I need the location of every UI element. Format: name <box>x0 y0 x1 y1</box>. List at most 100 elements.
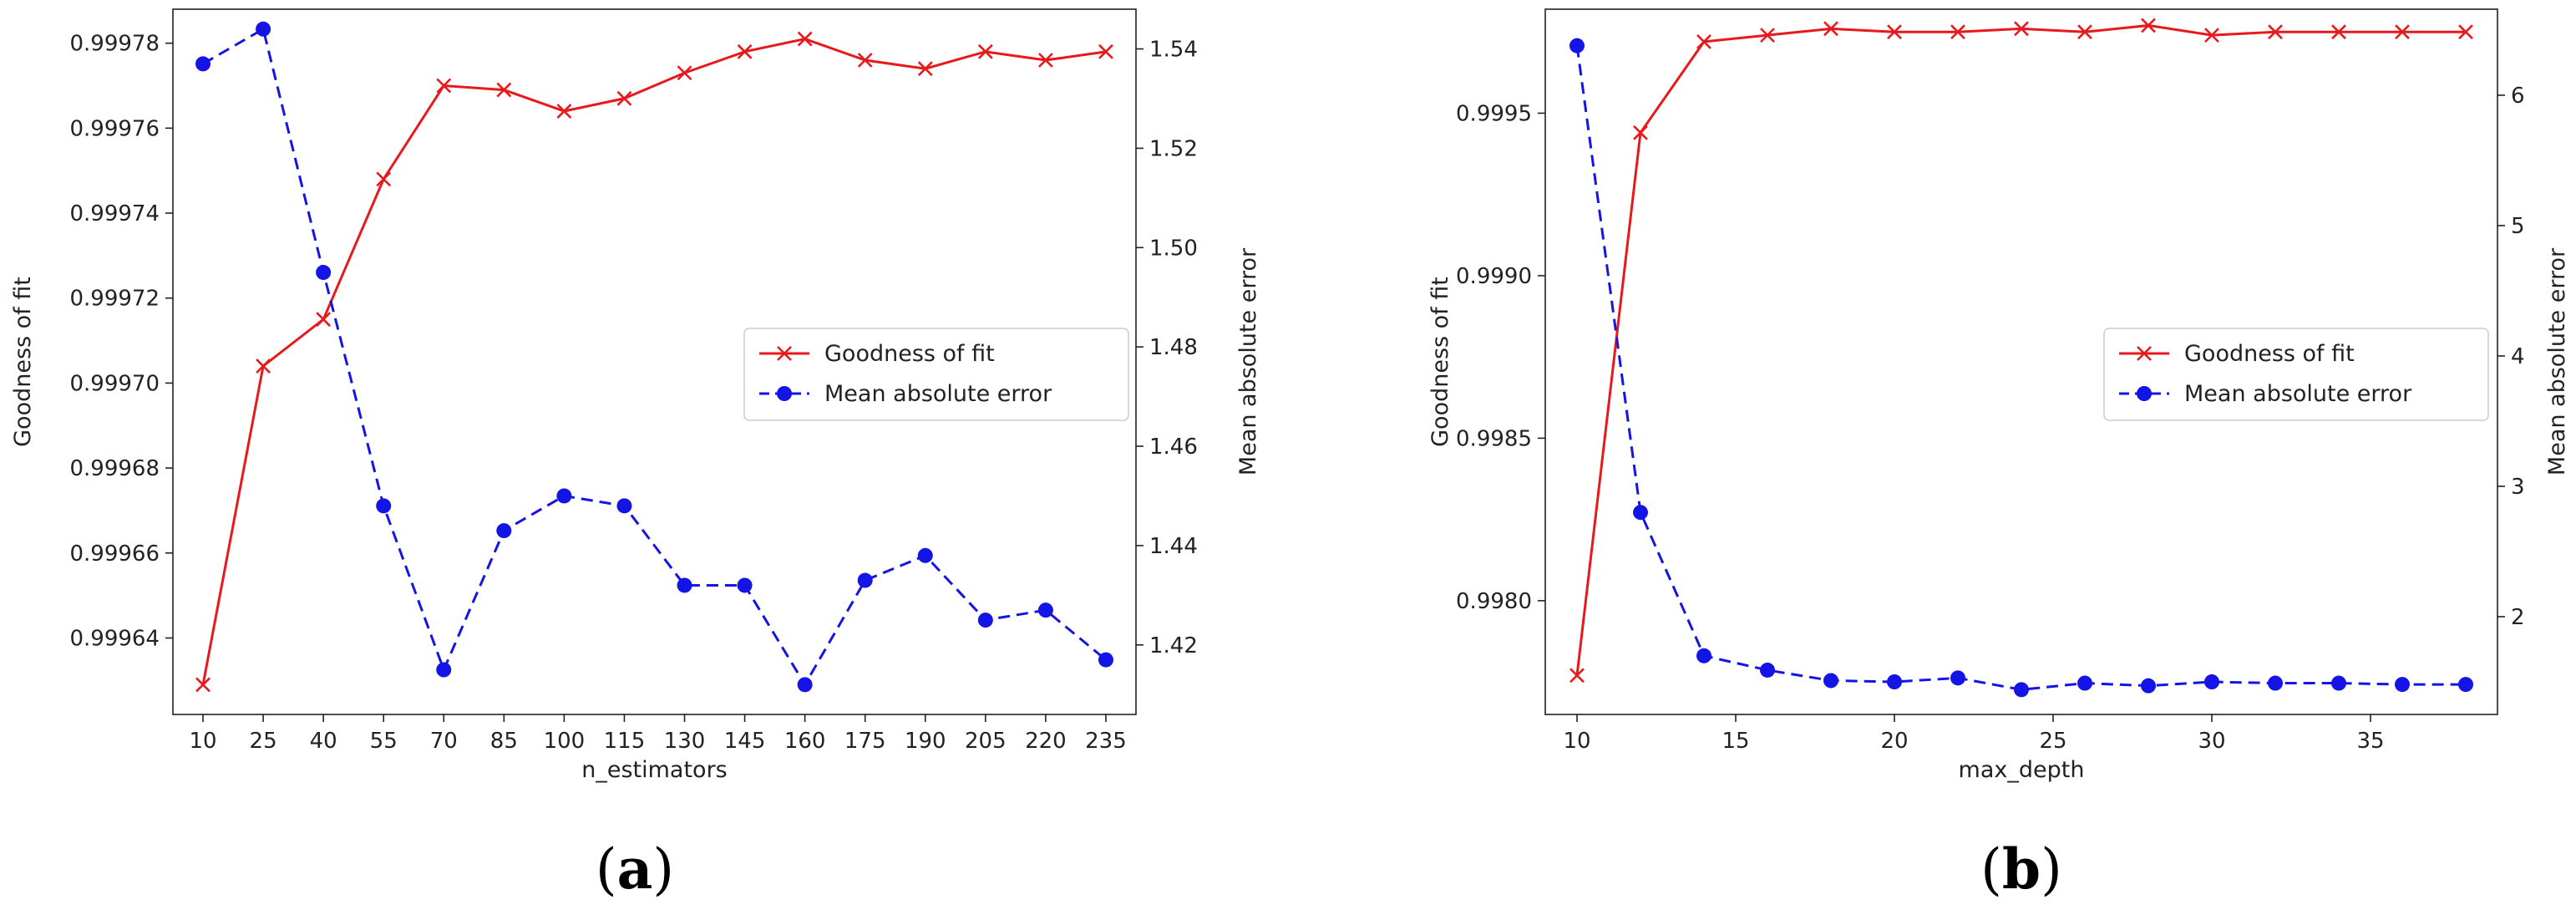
legend: Goodness of fit Mean absolute error <box>743 328 1129 421</box>
panel-label-open: ( <box>596 837 617 902</box>
chart-panel-a: 10 25 40 55 70 85 100 115 130 145 160 175 190 205 220 2… <box>10 8 1261 902</box>
mae-point <box>436 662 452 678</box>
gof-point <box>496 82 512 98</box>
y-right-tick-label: 2 <box>2511 605 2525 630</box>
y-left-tick-label: 0.99964 <box>69 626 160 651</box>
y-left-tick-label: 0.99974 <box>69 201 160 226</box>
gof-point <box>737 43 753 59</box>
x-marker-stroke <box>857 53 873 68</box>
y-left-tick-label: 0.99966 <box>69 541 160 567</box>
x-tick-label: 175 <box>844 729 886 754</box>
x-marker-stroke <box>436 78 452 94</box>
x-marker-stroke <box>1823 21 1838 37</box>
x-tick-label: 115 <box>604 729 646 754</box>
x-marker-stroke <box>977 43 993 59</box>
mae-point <box>1037 602 1053 618</box>
y-left-tick-label: 0.99972 <box>69 287 160 312</box>
mae-point <box>1950 670 1965 686</box>
x-tick-label: 220 <box>1025 729 1067 754</box>
gof-point <box>1823 21 1838 37</box>
gof-point <box>1569 668 1585 684</box>
x-tick-label: 25 <box>250 729 277 754</box>
y-right-axis-label: Mean absolute error <box>2544 247 2570 475</box>
mae-point <box>857 572 873 588</box>
x-marker-stroke <box>1098 43 1113 59</box>
mae-point <box>1760 662 1775 678</box>
gof-point <box>616 90 632 106</box>
x-tick-label: 70 <box>430 729 458 754</box>
x-marker-stroke <box>797 31 813 47</box>
x-marker-stroke <box>737 43 753 59</box>
gof-point <box>195 677 210 693</box>
gof-point <box>2395 24 2410 40</box>
mae-point <box>1098 652 1113 668</box>
legend-label: Goodness of fit <box>824 341 995 367</box>
panel-label-close: ) <box>652 837 674 902</box>
legend-x-marker <box>777 346 792 361</box>
y-left-tick-label: 0.99968 <box>69 456 160 481</box>
mae-point <box>2204 674 2219 689</box>
mae-point <box>2077 675 2092 691</box>
legend-item-mean-absolute-error: Mean absolute error <box>2119 381 2412 407</box>
mae-point <box>1633 505 1648 521</box>
gof-point <box>556 104 572 119</box>
x-tick-label: 145 <box>724 729 766 754</box>
x-axis-label: max_depth <box>1959 757 2085 783</box>
x-marker-stroke <box>677 65 692 81</box>
gof-point <box>1760 28 1775 43</box>
y-left-tick-label: 0.9985 <box>1456 426 1532 451</box>
x-marker-stroke <box>2458 24 2473 40</box>
x-marker-stroke <box>1633 125 1648 140</box>
gof-point <box>917 61 933 77</box>
y-right-tick-label: 6 <box>2511 84 2525 109</box>
x-marker-stroke <box>556 104 572 119</box>
x-marker-stroke <box>2268 24 2283 40</box>
legend-x-marker <box>2137 346 2152 361</box>
y-left-tick-label: 0.9980 <box>1456 589 1532 614</box>
x-marker-stroke <box>2014 21 2029 37</box>
mae-point <box>376 498 392 514</box>
gof-point <box>1950 24 1965 40</box>
y-right-tick-label: 3 <box>2511 475 2525 500</box>
gof-point <box>256 358 271 374</box>
mae-point <box>2395 677 2410 693</box>
gof-point <box>677 65 692 81</box>
x-tick-label: 40 <box>310 729 337 754</box>
gof-point <box>1696 33 1711 49</box>
gof-point <box>2141 18 2156 33</box>
x-tick-label: 30 <box>2198 729 2225 754</box>
mae-point <box>2141 678 2156 694</box>
x-marker-stroke <box>616 90 632 106</box>
gof-point <box>316 312 332 328</box>
x-marker-stroke <box>1887 24 1902 40</box>
x-tick-label: 25 <box>2039 729 2066 754</box>
y-left-tick-label: 0.9990 <box>1456 264 1532 289</box>
y-right-tick-label: 1.50 <box>1149 236 1198 261</box>
legend-label: Mean absolute error <box>2184 381 2412 407</box>
mae-point <box>556 488 572 504</box>
mae-point <box>2268 675 2283 691</box>
legend-box <box>2103 328 2489 421</box>
gof-point <box>2331 24 2346 40</box>
y-left-tick-label: 0.99978 <box>69 32 160 57</box>
x-tick-label: 10 <box>1563 729 1590 754</box>
x-marker-stroke <box>1760 28 1775 43</box>
gof-point <box>2458 24 2473 40</box>
x-marker-stroke <box>195 677 210 693</box>
y-right-tick-label: 1.54 <box>1149 38 1198 63</box>
gof-point <box>977 43 993 59</box>
gof-point <box>1887 24 1902 40</box>
panel-label: (b) <box>1980 836 2062 902</box>
x-marker-stroke <box>2331 24 2346 40</box>
gof-point <box>1633 125 1648 140</box>
series-goodness-of-fit <box>1569 18 2473 684</box>
gof-point <box>2204 28 2219 43</box>
legend-item-goodness-of-fit: Goodness of fit <box>2119 341 2355 367</box>
mae-point <box>917 547 933 563</box>
y-right-tick-label: 4 <box>2511 344 2525 369</box>
gof-point <box>857 53 873 68</box>
mae-point <box>256 21 271 37</box>
x-marker-stroke <box>256 358 271 374</box>
mae-point <box>1696 648 1711 663</box>
legend-box <box>743 328 1129 421</box>
